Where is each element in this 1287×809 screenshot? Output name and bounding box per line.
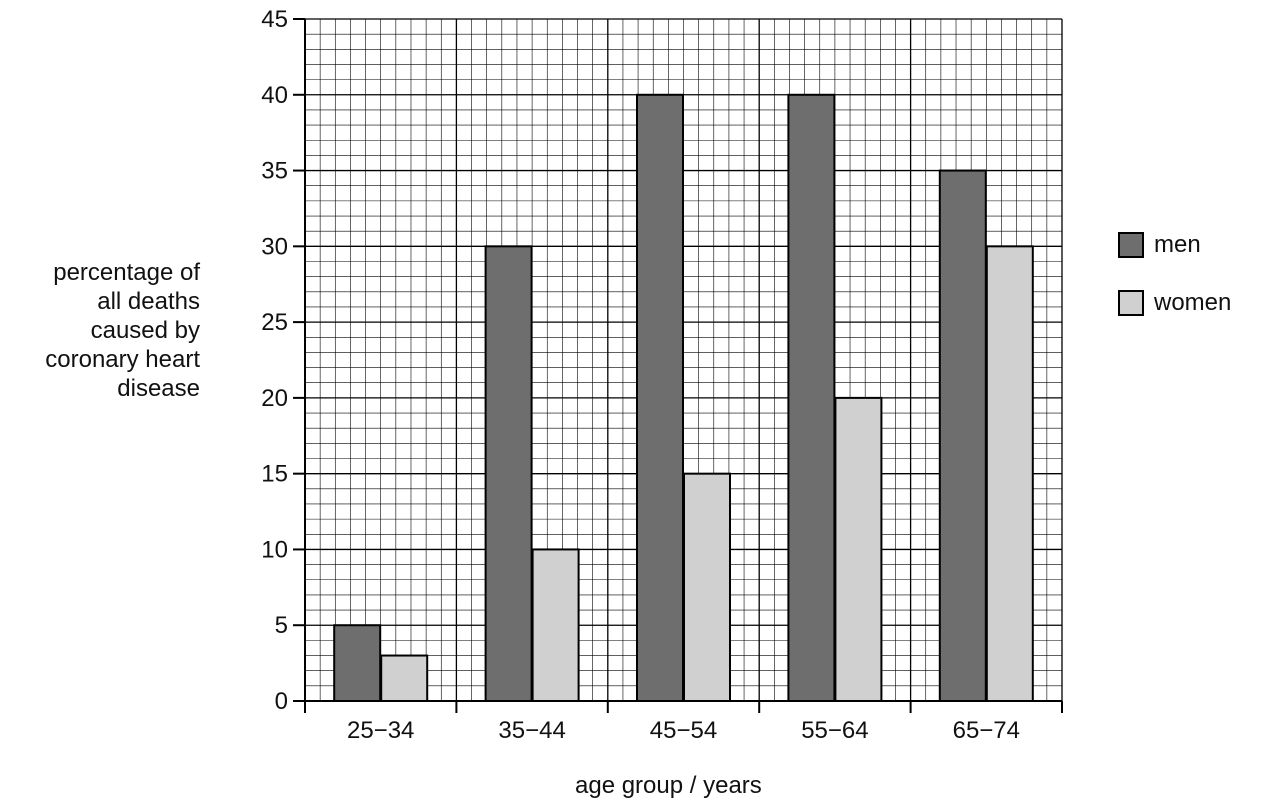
y-tick-label: 45 (261, 6, 288, 33)
legend-swatch-men (1118, 232, 1144, 258)
y-axis-label-line: disease (117, 375, 200, 402)
y-tick-label: 30 (261, 233, 288, 260)
bar-men (938, 169, 987, 703)
bar-women (834, 396, 883, 702)
y-axis-ticks: 0 5 10 15 20 25 30 35 40 45 (261, 6, 305, 715)
bar-men (636, 93, 684, 703)
y-tick-label: 5 (275, 612, 288, 639)
bar-women (683, 472, 731, 702)
bar-men (787, 93, 836, 703)
x-axis-ticks: 25−34 35−44 45−54 55−64 65−74 (304, 701, 1063, 744)
y-axis-label-line: percentage of (53, 259, 200, 286)
y-tick-label: 35 (261, 158, 288, 185)
x-tick-label: 35−44 (498, 717, 565, 744)
legend-item-men: men (1118, 231, 1201, 259)
bar-men (484, 245, 533, 702)
y-tick-label: 15 (261, 461, 288, 488)
legend-label: women (1154, 289, 1232, 316)
legend-swatch-women (1118, 290, 1144, 316)
x-tick-label: 55−64 (801, 717, 868, 744)
chart-axes (304, 19, 1062, 702)
x-tick-label: 25−34 (347, 717, 414, 744)
chart-bars (333, 93, 1034, 703)
legend-item-women: women (1118, 289, 1231, 317)
x-tick-label: 45−54 (650, 717, 717, 744)
y-axis-label-line: all deaths (97, 288, 200, 315)
y-tick-label: 0 (275, 688, 288, 715)
bar-women (985, 245, 1034, 702)
y-tick-label: 25 (261, 309, 288, 336)
y-tick-label: 20 (261, 385, 288, 412)
y-axis-label-line: coronary heart (45, 346, 200, 373)
legend-label: men (1154, 231, 1201, 258)
bar-women (531, 548, 580, 703)
y-axis-label-line: caused by (90, 317, 200, 344)
y-tick-label: 10 (261, 536, 288, 563)
bar-women (380, 654, 429, 702)
x-axis-label: age group / years (575, 772, 762, 799)
y-axis-label: percentage of all deaths caused by coron… (20, 258, 200, 403)
x-tick-label: 65−74 (953, 717, 1020, 744)
bar-men (333, 624, 382, 703)
y-tick-label: 40 (261, 82, 288, 109)
